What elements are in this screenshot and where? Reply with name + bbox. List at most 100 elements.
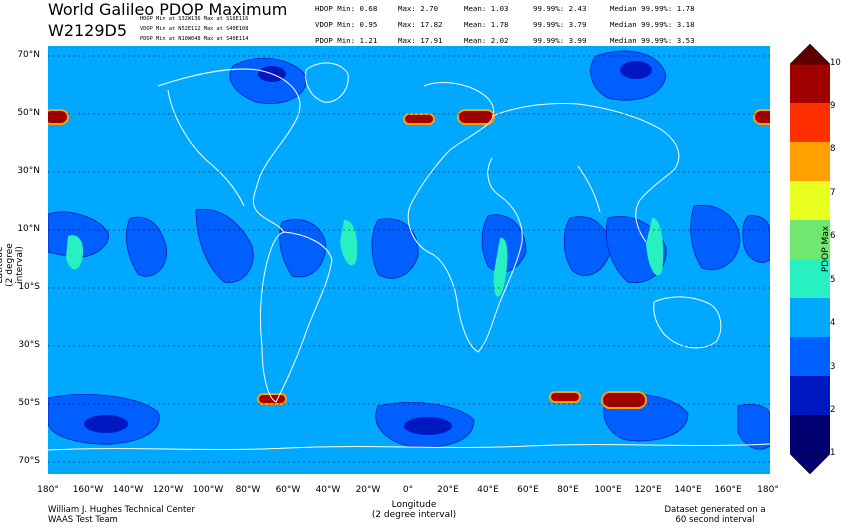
cb-label-8: 8 [830, 144, 836, 154]
colorbar-segment [790, 298, 830, 337]
cb-label-3: 3 [830, 362, 836, 372]
vdop-location: VDOP Min at N52E112 Max at S40E108 [140, 26, 249, 32]
lon-80e: 80°E [557, 485, 579, 495]
lower-pdop-regions [84, 61, 652, 435]
lat-50s: 50°S [18, 398, 40, 408]
hdop-min: HDOP Min: 0.68 [315, 4, 378, 13]
east-pacific-lobe [742, 215, 770, 263]
lon-80w: 80°W [235, 485, 261, 495]
cb-label-2: 2 [830, 405, 836, 415]
australia-coast [653, 296, 722, 349]
spot-180-north [48, 109, 69, 125]
pdop-map [48, 46, 770, 474]
coastlines [48, 62, 770, 451]
lon-20w: 20°W [355, 485, 381, 495]
colorbar-title: PDOP Max [821, 225, 831, 273]
lon-40w: 40°W [315, 485, 341, 495]
lon-0: 0° [402, 485, 414, 495]
lon-20e: 20°E [437, 485, 459, 495]
lon-60e: 60°E [517, 485, 539, 495]
vdop-min: VDOP Min: 0.95 [315, 20, 378, 29]
colorbar [790, 44, 830, 474]
cb-label-4: 4 [830, 318, 836, 328]
spot-atlantic-north [403, 113, 435, 125]
team-name: WAAS Test Team [48, 515, 118, 525]
greenland-coast [305, 62, 349, 103]
y-axis-label: Latitude (2 degree interval) [0, 243, 25, 287]
cb-label-1: 1 [830, 448, 836, 458]
x-axis-label: Longitude (2 degree interval) [371, 500, 457, 520]
colorbar-segment [790, 181, 830, 220]
hdop-pct: 99.99%: 2.43 [533, 4, 587, 13]
vdop-pct: 99.99%: 3.79 [533, 20, 587, 29]
cb-label-6: 6 [830, 231, 836, 241]
lon-140e: 140°E [674, 485, 702, 495]
hdop-location: HDOP Min at S32W136 Max at S16E116 [140, 16, 249, 22]
colorbar-segment [790, 142, 830, 181]
lon-140w: 140°W [112, 485, 144, 495]
southern-ocean-4 [737, 404, 770, 450]
asia-dark [620, 61, 652, 79]
pdop-median: Median 99.99%: 3.53 [610, 36, 695, 45]
cb-label-10: 10 [830, 58, 841, 68]
hdop-mean: Mean: 1.03 [464, 4, 509, 13]
lat-50n: 50°N [17, 108, 40, 118]
footer-left: William J. Hughes Technical Center WAAS … [48, 505, 195, 525]
lon-180w: 180° [37, 485, 59, 495]
central-atlantic-lobe [279, 219, 327, 278]
cb-label-5: 5 [830, 275, 836, 285]
chart-title: World Galileo PDOP Maximum [48, 0, 288, 19]
asia-coast [491, 103, 680, 243]
indian-ocean-lobe [563, 216, 611, 276]
high-pdop-regions [66, 217, 664, 297]
lon-40e: 40°E [477, 485, 499, 495]
pdop-mean: Mean: 2.02 [464, 36, 509, 45]
spot-europe-north [457, 109, 495, 125]
lon-180e: 180° [757, 485, 779, 495]
lon-120w: 120°W [152, 485, 184, 495]
dataset-note-1: Dataset generated on a [664, 505, 766, 515]
lat-30n: 30°N [17, 166, 40, 176]
north-america-coast [157, 68, 301, 233]
lon-120e: 120°E [634, 485, 662, 495]
colorbar-top-arrow [790, 44, 830, 65]
chart-subtitle: W2129D5 [48, 21, 128, 40]
lat-10n: 10°N [17, 224, 40, 234]
equatorial-lobe-2 [125, 216, 167, 277]
lat-30s: 30°S [18, 340, 40, 350]
max-pdop-spots [48, 109, 770, 409]
colorbar-segment [790, 415, 830, 454]
antarctica-coast [48, 443, 770, 451]
grid-lines [48, 55, 770, 463]
south-america-coast [259, 231, 333, 403]
spot-indian-south [549, 391, 581, 403]
hdop-max: Max: 2.70 [398, 4, 439, 13]
colorbar-segment [790, 376, 830, 415]
colorbar-bottom-arrow [790, 453, 830, 474]
lat-70n: 70°N [17, 50, 40, 60]
lat-10s: 10°S [18, 282, 40, 292]
pdop-max: Max: 17.91 [398, 36, 443, 45]
indonesia-high [646, 217, 664, 276]
spot-east-north [753, 109, 770, 125]
pdop-min: PDOP Min: 1.21 [315, 36, 378, 45]
colorbar-segment [790, 64, 830, 103]
pacific-high-1 [66, 235, 84, 270]
dataset-note-2: 60 second interval [675, 515, 755, 525]
lon-160e: 160°E [714, 485, 742, 495]
vdop-mean: Mean: 1.78 [464, 20, 509, 29]
spot-south-east [601, 391, 647, 409]
pdop-location: PDOP Min at N10W048 Max at S40E114 [140, 36, 249, 42]
south-dark-2 [404, 417, 452, 435]
lon-160w: 160°W [72, 485, 104, 495]
south-dark-1 [84, 415, 128, 433]
west-pacific-lobe [690, 204, 741, 270]
south-america-lobe [195, 208, 254, 283]
colorbar-segment [790, 220, 830, 259]
lon-100e: 100°E [594, 485, 622, 495]
hdop-median: Median 99.99%: 1.78 [610, 4, 695, 13]
colorbar-segment [790, 103, 830, 142]
lon-60w: 60°W [275, 485, 301, 495]
vdop-max: Max: 17.82 [398, 20, 443, 29]
cb-label-7: 7 [830, 188, 836, 198]
